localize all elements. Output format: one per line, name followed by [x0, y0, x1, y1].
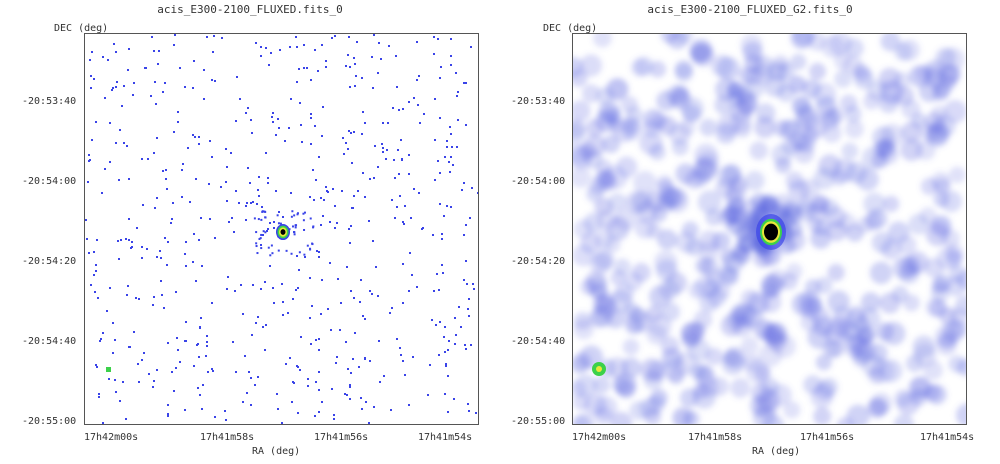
- x-tick-label: 17h41m56s: [314, 432, 369, 443]
- x-tick-label: 17h41m56s: [800, 432, 855, 443]
- raw-counts-image: [85, 34, 478, 424]
- x-tick-label: 17h42m00s: [572, 432, 627, 443]
- y-tick-label: -20:54:40: [511, 336, 566, 347]
- x-axis-label: RA (deg): [752, 446, 801, 457]
- y-tick-label: -20:54:20: [22, 256, 77, 267]
- sky-image-smoothed[interactable]: [572, 33, 967, 425]
- y-tick-label: -20:54:20: [511, 256, 566, 267]
- y-tick-label: -20:53:40: [511, 96, 566, 107]
- left-image-panel: acis_E300-2100_FLUXED.fits_0 DEC (deg) -…: [22, 3, 479, 457]
- y-tick-label: -20:54:00: [22, 176, 77, 187]
- x-tick-label: 17h41m54s: [920, 432, 975, 443]
- y-tick-label: -20:55:00: [22, 416, 77, 427]
- x-tick-label: 17h41m58s: [200, 432, 255, 443]
- panel-title: acis_E300-2100_FLUXED.fits_0: [157, 3, 343, 16]
- x-axis-label: RA (deg): [252, 446, 301, 457]
- y-axis-label: DEC (deg): [543, 23, 598, 34]
- smoothed-image: [573, 34, 966, 424]
- x-tick-label: 17h41m58s: [688, 432, 743, 443]
- panel-title: acis_E300-2100_FLUXED_G2.fits_0: [647, 3, 853, 16]
- x-tick-label: 17h42m00s: [84, 432, 139, 443]
- y-tick-label: -20:54:40: [22, 336, 77, 347]
- x-tick-label: 17h41m54s: [418, 432, 473, 443]
- y-tick-label: -20:53:40: [22, 96, 77, 107]
- y-axis-label: DEC (deg): [54, 23, 109, 34]
- y-tick-label: -20:54:00: [511, 176, 566, 187]
- y-tick-label: -20:55:00: [511, 416, 566, 427]
- right-image-panel: acis_E300-2100_FLUXED_G2.fits_0 DEC (deg…: [500, 0, 1000, 464]
- sky-image-raw[interactable]: [84, 33, 479, 425]
